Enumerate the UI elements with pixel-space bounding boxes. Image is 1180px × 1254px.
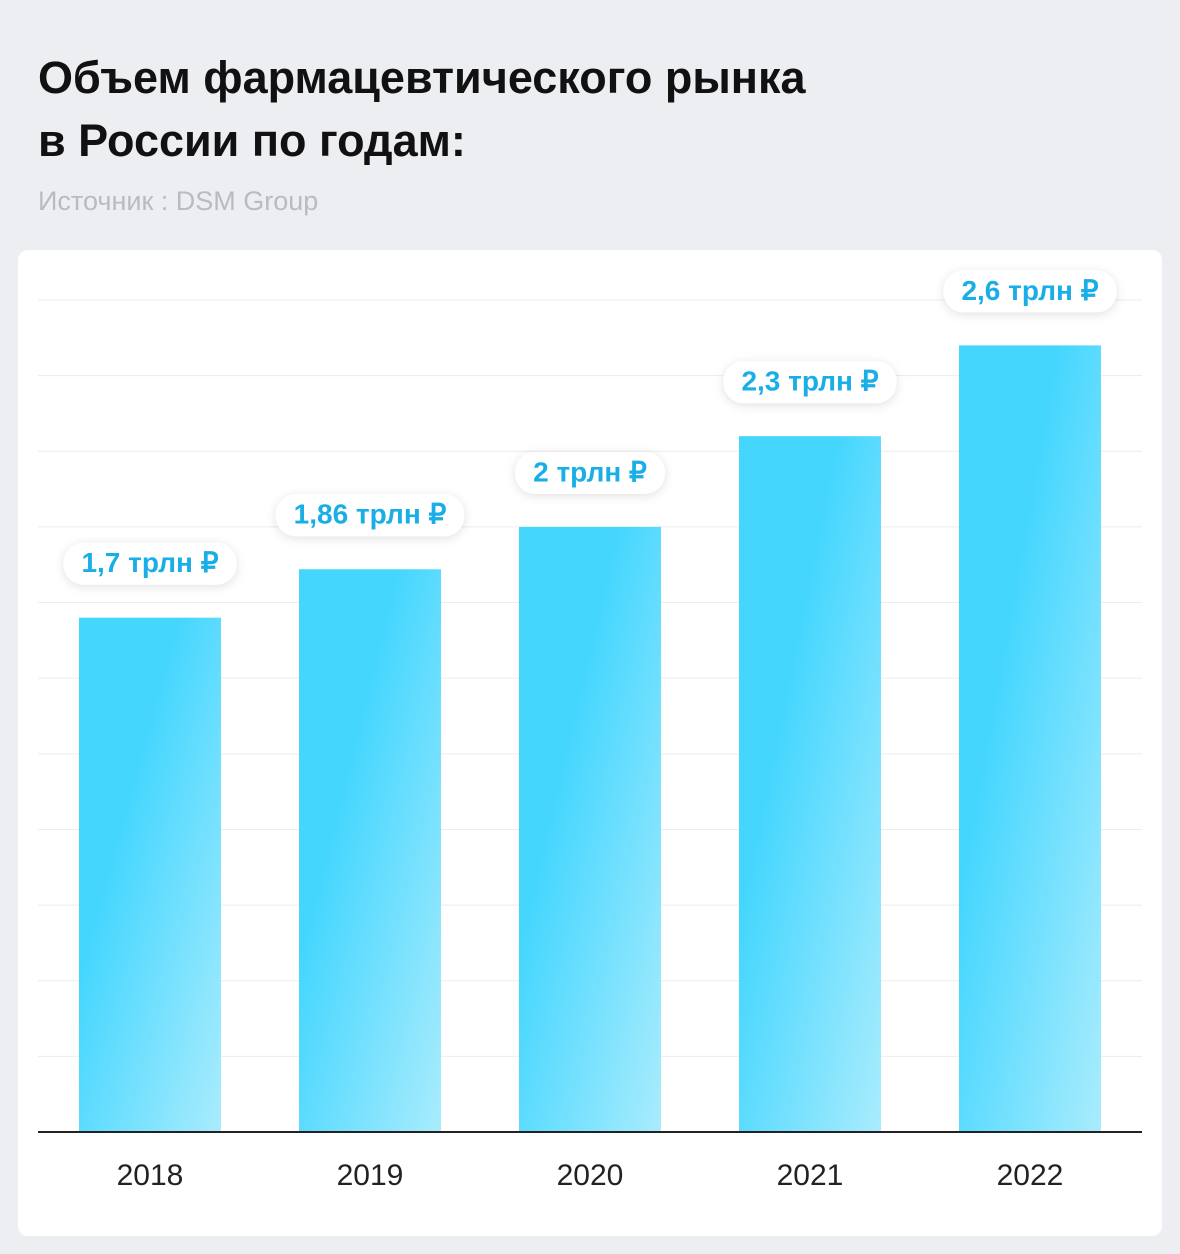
value-label-text: 1,86 трлн ₽ bbox=[294, 499, 447, 530]
bar bbox=[739, 436, 881, 1132]
value-label-text: 2,3 трлн ₽ bbox=[741, 366, 878, 397]
chart-subtitle: Источник : DSM Group bbox=[38, 186, 319, 216]
x-tick-label: 2018 bbox=[117, 1159, 184, 1192]
value-label-text: 2 трлн ₽ bbox=[533, 456, 647, 487]
x-tick-label: 2019 bbox=[337, 1159, 404, 1192]
x-tick-label: 2022 bbox=[997, 1159, 1064, 1192]
bar bbox=[299, 569, 441, 1132]
value-label: 2,3 трлн ₽ bbox=[723, 361, 897, 404]
bar bbox=[519, 526, 661, 1132]
label-pill bbox=[943, 270, 1117, 313]
label-pill bbox=[515, 451, 665, 494]
x-tick-label: 2020 bbox=[557, 1159, 624, 1192]
label-pill bbox=[275, 494, 465, 537]
bar bbox=[959, 345, 1101, 1132]
label-pill bbox=[63, 542, 237, 585]
value-label: 1,86 трлн ₽ bbox=[275, 494, 465, 537]
value-label: 2 трлн ₽ bbox=[515, 451, 665, 494]
bar bbox=[79, 617, 221, 1132]
value-label-text: 1,7 трлн ₽ bbox=[81, 547, 218, 578]
title-line: Объем фармацевтического рынка bbox=[38, 52, 806, 103]
value-label: 1,7 трлн ₽ bbox=[63, 542, 237, 585]
title-line: в России по годам: bbox=[38, 115, 466, 166]
chart-title: Объем фармацевтического рынка в России п… bbox=[38, 46, 806, 172]
value-label: 2,6 трлн ₽ bbox=[943, 270, 1117, 313]
value-label-text: 2,6 трлн ₽ bbox=[961, 275, 1098, 306]
x-tick-label: 2021 bbox=[777, 1159, 844, 1192]
label-pill bbox=[723, 361, 897, 404]
